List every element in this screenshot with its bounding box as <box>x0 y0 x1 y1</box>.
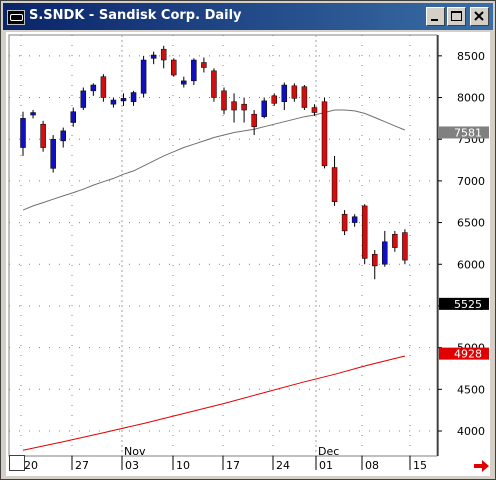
price-label: 7581 <box>454 126 482 139</box>
candle-body <box>50 138 56 169</box>
chart-app-icon[interactable] <box>7 10 25 25</box>
maximize-button[interactable] <box>447 7 466 26</box>
month-label: Dec <box>318 445 339 458</box>
candle-body <box>241 103 247 111</box>
candle-body <box>110 99 117 105</box>
x-tick-label: 08 <box>365 459 379 472</box>
minimize-button[interactable] <box>426 7 445 26</box>
maximize-icon <box>451 11 462 21</box>
candle-body <box>171 59 177 76</box>
candle-body <box>100 76 107 98</box>
chart-corner-box[interactable] <box>9 455 25 471</box>
x-tick-label: 20 <box>24 459 38 472</box>
y-tick-label: 6500 <box>457 217 485 230</box>
window-title: S.SNDK - Sandisk Corp. Daily <box>29 8 242 23</box>
candle-body <box>201 62 207 68</box>
candle-body <box>150 54 157 59</box>
price-label-box <box>439 347 489 360</box>
candle-body <box>120 98 127 102</box>
candle-body <box>191 59 197 82</box>
candle-body <box>402 232 408 261</box>
candle-body <box>311 107 318 113</box>
x-tick-label: 24 <box>276 459 290 472</box>
x-tick-label: 03 <box>125 459 139 472</box>
candle-body <box>261 100 267 117</box>
price-label-box <box>439 297 489 310</box>
price-label: 4928 <box>454 348 482 361</box>
candle-body <box>80 90 87 108</box>
scroll-right-arrow-icon[interactable] <box>473 459 491 473</box>
y-tick-label: 4000 <box>457 425 485 438</box>
x-tick-label: 10 <box>176 459 190 472</box>
candle-body <box>90 84 97 92</box>
month-label: Nov <box>124 445 146 458</box>
candle-body <box>321 101 328 167</box>
candle-body <box>331 167 338 202</box>
candle-body <box>301 86 308 108</box>
candle-body <box>70 111 76 123</box>
candle-body <box>221 90 227 111</box>
candle-body <box>251 113 257 127</box>
y-tick-label: 8000 <box>457 92 485 105</box>
candle-body <box>130 92 137 102</box>
x-tick-label: 15 <box>413 459 427 472</box>
candle-body <box>281 84 288 102</box>
candle-body <box>40 123 46 148</box>
x-tick-label: 01 <box>319 459 333 472</box>
candle-body <box>181 80 187 85</box>
candle-body <box>211 70 217 98</box>
candle-body <box>160 48 167 61</box>
x-tick-label: 17 <box>226 459 240 472</box>
price-label: 5525 <box>454 298 482 311</box>
minimize-icon <box>431 19 438 21</box>
y-tick-label: 4500 <box>457 383 485 396</box>
candlestick-chart: 8500800075007000650060005500500045004000… <box>8 34 489 472</box>
candle-body <box>291 85 298 99</box>
candle-body <box>60 130 66 142</box>
price-label-box <box>439 126 489 139</box>
candle-body <box>351 216 358 223</box>
candle-body <box>30 112 36 116</box>
y-tick-label: 7000 <box>457 175 485 188</box>
candle-body <box>341 213 348 232</box>
candle-body <box>140 59 147 94</box>
y-tick-label: 6000 <box>457 258 485 271</box>
title-bar[interactable]: S.SNDK - Sandisk Corp. Daily <box>3 3 493 30</box>
candle-body <box>20 118 26 148</box>
close-button[interactable] <box>470 7 489 26</box>
moving-average-long <box>22 355 406 451</box>
candle-body <box>361 205 368 259</box>
close-icon <box>474 11 484 21</box>
candle-body <box>372 254 378 267</box>
candle-body <box>271 95 277 104</box>
x-tick-label: 27 <box>75 459 89 472</box>
candle-body <box>392 233 398 248</box>
chart-area[interactable]: 8500800075007000650060005500500045004000… <box>6 32 490 476</box>
y-tick-label: 8500 <box>457 50 485 63</box>
moving-average-short <box>22 109 406 211</box>
candle-body <box>382 241 388 265</box>
candle-body <box>231 101 237 111</box>
